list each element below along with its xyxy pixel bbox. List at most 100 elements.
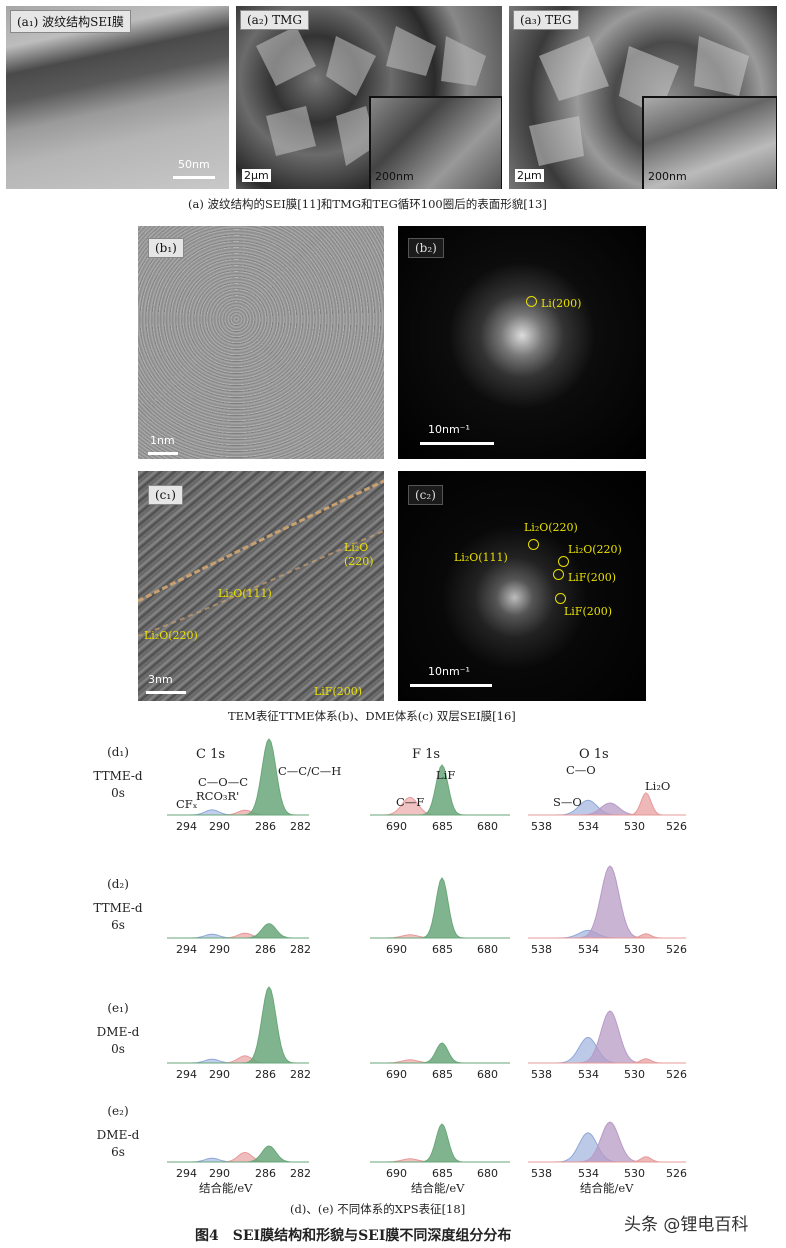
panel-a2-label: (a₂) TMG [240,10,310,30]
tick-label: 294 [176,1068,197,1081]
row-system: TTME-d [93,901,143,915]
tick-label: 290 [209,1068,230,1081]
tick-label: 534 [578,820,599,833]
tick-label: 530 [624,1068,645,1081]
peak-blue [167,933,309,939]
scale-label: 3nm [148,673,173,686]
row-id: (e₂) [107,1104,129,1118]
peak-label-so: S—O [553,795,582,809]
column-title-f1s: F 1s [412,747,441,762]
panel-b2-fft: (b₂) Li(200) 10nm⁻¹ [398,226,646,459]
row-id: (d₁) [107,745,129,759]
annotation-li2o-220-right: Li₂O (220) [344,541,374,568]
peak-label-cf: C—F [396,795,425,809]
tick-label: 286 [255,1167,276,1180]
tick-label: 526 [666,820,687,833]
caption-de: (d)、(e) 不同体系的XPS表征[18] [290,1202,466,1216]
tick-label: 530 [624,820,645,833]
tick-label: 286 [255,1068,276,1081]
tick-label: 680 [477,820,498,833]
row-label-d2: (d₂) TTME-d 6s [88,876,148,934]
row-label-e1: (e₁) DME-d 0s [88,1000,148,1058]
annotation-c2-lif-200-b: LiF(200) [564,605,613,618]
tick-label: 534 [578,1068,599,1081]
panel-a3-label: (a₃) TEG [513,10,579,30]
tick-label: 690 [386,1068,407,1081]
row-id: (d₂) [107,877,129,891]
scale-label: 10nm⁻¹ [428,665,470,678]
peak-red [370,1158,510,1163]
peak-red [167,1151,309,1163]
peak-label-co: C—O [566,763,596,777]
tick-label: 534 [578,1167,599,1180]
tick-label: 290 [209,1167,230,1180]
annotation-li2o-111: Li₂O(111) [218,587,272,600]
tick-label: 538 [531,1068,552,1081]
panel-b1-hrtem: (b₁) 1nm [138,226,384,459]
tick-label: 680 [477,1167,498,1180]
panel-c2-label: (c₂) [408,485,443,505]
tick-label: 690 [386,943,407,956]
tick-label: 282 [290,1167,311,1180]
tick-label: 294 [176,1167,197,1180]
panel-c1-hrtem: (c₁) Li₂O(111) Li₂O(220) Li₂O (220) LiF(… [138,471,384,701]
row-label-e2: (e₂) DME-d 6s [88,1103,148,1161]
tick-label: 282 [290,943,311,956]
tick-label: 290 [209,820,230,833]
row-time: 0s [111,1042,125,1056]
tick-label: 685 [432,943,453,956]
panel-b1-label: (b₁) [148,238,184,258]
peak-purple [528,1010,686,1064]
tick-label: 282 [290,1068,311,1081]
tick-label: 286 [255,820,276,833]
peak-red [370,796,510,816]
scale-bar [420,442,494,445]
scale-bar [173,176,215,179]
row-system: DME-d [96,1128,140,1142]
row-time: 0s [111,786,125,800]
diffraction-spot-marker [528,539,539,550]
figure-title: 图4 SEI膜结构和形貌与SEI膜不同深度组分分布 [195,1228,512,1244]
tick-label: 538 [531,1167,552,1180]
annotation-c2-li2o-220-top: Li₂O(220) [524,521,578,534]
row-system: DME-d [96,1025,140,1039]
peak-green [167,1145,309,1163]
column-title-c1s: C 1s [196,747,226,762]
tick-label: 538 [531,820,552,833]
xlabel-o: 结合能/eV [580,1181,634,1195]
panel-a1-label: (a₁) 波纹结构SEI膜 [10,10,131,33]
peak-green [167,986,309,1064]
xlabel-f: 结合能/eV [411,1181,465,1195]
caption-bc: TEM表征TTME体系(b)、DME体系(c) 双层SEI膜[16] [228,709,516,723]
tick-label: 690 [386,1167,407,1180]
peak-red [528,1058,686,1064]
tick-label: 526 [666,943,687,956]
tick-label: 685 [432,1068,453,1081]
peak-blue [167,1157,309,1163]
peak-label-rco3r: RCO₃R' [196,789,240,803]
peak-label-cfx: CFₓ [176,797,198,811]
tick-label: 286 [255,943,276,956]
inset-a2: 200nm [369,96,502,189]
sem-texture [256,26,486,166]
diffraction-spot-marker [558,556,569,567]
peak-green [167,923,309,939]
scale-label: 2μm [242,169,271,182]
tick-label: 680 [477,1068,498,1081]
scale-bar [146,691,186,694]
tick-label: 534 [578,943,599,956]
annotation-li2o-220: Li₂O(220) [144,629,198,642]
row-system: TTME-d [93,769,143,783]
panel-a3-sem: (a₃) TEG 200nm 2μm [509,6,777,189]
peak-label-li2o: Li₂O [645,779,671,793]
tick-label: 530 [624,943,645,956]
annotation-c2-li2o-220-right: Li₂O(220) [568,543,622,556]
inset-scale-label: 200nm [648,170,687,183]
tick-label: 290 [209,943,230,956]
scale-label: 50nm [178,158,210,171]
peak-red [528,1156,686,1163]
diffraction-spot-marker [553,569,564,580]
inset-a3: 200nm [642,96,777,189]
peak-blue [528,929,686,939]
peak-red [370,934,510,939]
